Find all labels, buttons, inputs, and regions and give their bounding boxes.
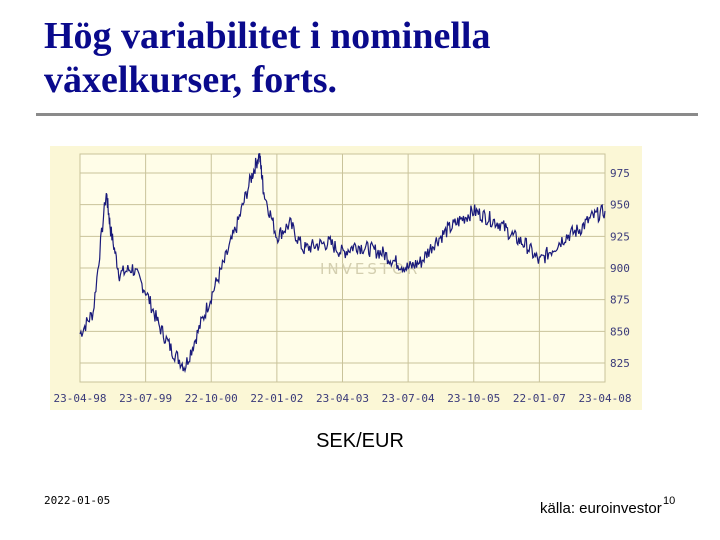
- data-point: [92, 311, 94, 313]
- data-point: [184, 366, 186, 368]
- x-tick-label: 23-04-98: [54, 392, 107, 405]
- data-point: [433, 242, 435, 244]
- series-line: [79, 153, 606, 374]
- data-point: [276, 235, 278, 237]
- data-point: [79, 333, 81, 335]
- title-divider: [36, 113, 698, 116]
- x-tick-label: 22-10-00: [185, 392, 238, 405]
- data-point: [486, 216, 488, 218]
- x-tick-label: 23-04-03: [316, 392, 369, 405]
- chart-svg: 825 850 875 900 925 950 975 23-04-98 23-07-99 22-…: [54, 153, 632, 405]
- data-point: [258, 153, 260, 155]
- data-point: [263, 191, 265, 193]
- data-point: [132, 267, 134, 269]
- x-tick-label: 22-01-02: [250, 392, 303, 405]
- data-point: [237, 223, 239, 225]
- y-tick-label: 825: [610, 357, 630, 370]
- y-tick-label: 950: [610, 199, 630, 212]
- data-point: [250, 178, 252, 180]
- x-tick-label: 22-01-07: [513, 392, 566, 405]
- data-point: [473, 210, 475, 212]
- data-point: [604, 210, 606, 212]
- x-tick-label: 23-07-99: [119, 392, 172, 405]
- data-point: [210, 295, 212, 297]
- data-point: [328, 242, 330, 244]
- data-point: [591, 216, 593, 218]
- chart-caption: SEK/EUR: [316, 430, 404, 452]
- data-point: [158, 324, 160, 326]
- y-tick-label: 850: [610, 325, 630, 338]
- x-tick-label: 23-10-05: [447, 392, 500, 405]
- data-point: [552, 248, 554, 250]
- data-point: [315, 244, 317, 246]
- data-point: [368, 248, 370, 250]
- data-point: [394, 261, 396, 263]
- page-number: 10: [663, 495, 676, 507]
- watermark-text: INVESTOR: [320, 260, 420, 278]
- title-line-2: växelkurser, forts.: [44, 59, 338, 101]
- data-point: [171, 349, 173, 351]
- data-point: [525, 244, 527, 246]
- y-tick-label: 875: [610, 294, 630, 307]
- data-point: [197, 330, 199, 332]
- data-point: [118, 273, 120, 275]
- data-point: [447, 229, 449, 231]
- data-point: [302, 248, 304, 250]
- data-point: [110, 229, 112, 231]
- y-tick-label: 975: [610, 167, 630, 180]
- data-point: [512, 235, 514, 237]
- y-tick-label: 900: [610, 262, 630, 275]
- data-point: [460, 219, 462, 221]
- data-point: [381, 252, 383, 254]
- data-point: [407, 267, 409, 269]
- data-point: [145, 290, 147, 292]
- data-point: [578, 229, 580, 231]
- slide-date: 2022-01-05: [44, 494, 111, 507]
- data-point: [289, 223, 291, 225]
- y-tick-label: 925: [610, 230, 630, 243]
- slide-title: Hög variabilitet i nominella växelkurser…: [44, 14, 684, 102]
- x-tick-label: 23-07-04: [382, 392, 435, 405]
- data-point: [420, 261, 422, 263]
- data-point: [355, 244, 357, 246]
- data-point: [342, 252, 344, 254]
- data-point: [538, 261, 540, 263]
- data-point: [105, 191, 107, 193]
- title-line-1: Hög variabilitet i nominella: [44, 15, 491, 57]
- source-note: källa: euroinvestor: [540, 500, 662, 517]
- x-tick-label: 23-04-08: [579, 392, 632, 405]
- data-point: [223, 261, 225, 263]
- data-point: [565, 235, 567, 237]
- data-point: [499, 223, 501, 225]
- exchange-rate-chart: 825 850 875 900 925 950 975 23-04-98 23-07-99 22-…: [50, 146, 642, 410]
